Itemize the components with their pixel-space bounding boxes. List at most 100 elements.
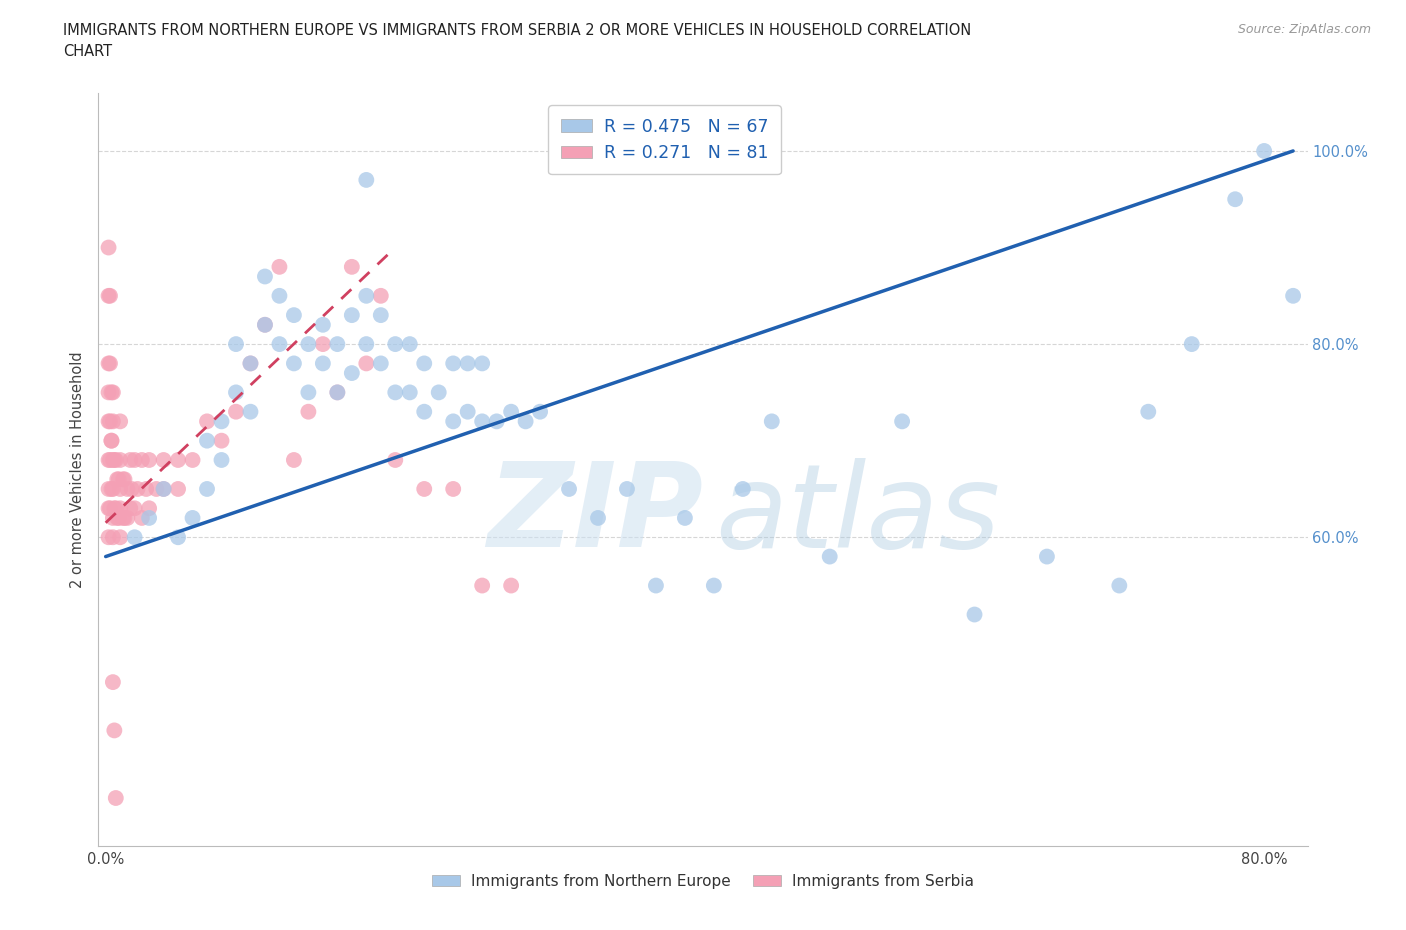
Point (340, 259, 363, 274)
Point (427, 385, 450, 400)
Point (340, 365, 363, 380)
Point (121, 482, 143, 497)
Point (181, 511, 204, 525)
Point (413, 482, 436, 497)
Point (124, 453, 146, 468)
Point (101, 482, 124, 497)
Point (97, 501, 120, 516)
Point (97, 530, 120, 545)
Point (152, 453, 174, 468)
Point (108, 530, 131, 545)
Point (145, 482, 167, 497)
Point (253, 269, 276, 284)
Point (501, 405, 523, 419)
Point (515, 414, 537, 429)
Text: IMMIGRANTS FROM NORTHERN EUROPE VS IMMIGRANTS FROM SERBIA 2 OR MORE VEHICLES IN : IMMIGRANTS FROM NORTHERN EUROPE VS IMMIG… (63, 23, 972, 38)
Point (1108, 578, 1130, 593)
Point (457, 405, 479, 419)
Point (645, 578, 668, 593)
Point (101, 511, 124, 525)
Legend: Immigrants from Northern Europe, Immigrants from Serbia: Immigrants from Northern Europe, Immigra… (426, 868, 980, 896)
Point (107, 472, 129, 486)
Point (1282, 288, 1305, 303)
Point (103, 723, 125, 737)
Point (239, 356, 262, 371)
Point (127, 482, 149, 497)
Point (818, 549, 841, 564)
Text: ZIP: ZIP (486, 458, 703, 572)
Point (398, 385, 420, 400)
Point (108, 453, 131, 468)
Point (195, 433, 218, 448)
Point (108, 414, 131, 429)
Point (124, 501, 146, 516)
Point (239, 405, 262, 419)
Point (501, 578, 523, 593)
Point (225, 337, 247, 352)
Point (253, 317, 276, 332)
Point (1181, 337, 1204, 352)
Point (138, 511, 160, 525)
Point (100, 482, 122, 497)
Point (101, 453, 124, 468)
Point (131, 453, 153, 468)
Point (283, 453, 305, 468)
Point (108, 501, 131, 516)
Point (457, 356, 479, 371)
Point (103, 501, 125, 516)
Point (225, 385, 247, 400)
Point (253, 317, 276, 332)
Point (98, 288, 121, 303)
Point (326, 385, 349, 400)
Point (120, 501, 142, 516)
Point (117, 482, 139, 497)
Point (297, 405, 319, 419)
Point (326, 385, 349, 400)
Point (297, 337, 319, 352)
Point (138, 453, 160, 468)
Point (211, 453, 233, 468)
Point (326, 337, 349, 352)
Point (441, 356, 464, 371)
Point (152, 482, 174, 497)
Point (114, 472, 136, 486)
Point (891, 414, 914, 429)
Point (105, 472, 128, 486)
Point (100, 433, 122, 448)
Point (586, 511, 609, 525)
Text: Source: ZipAtlas.com: Source: ZipAtlas.com (1237, 23, 1371, 36)
Point (398, 337, 420, 352)
Point (117, 511, 139, 525)
Point (1036, 549, 1059, 564)
Point (100, 433, 122, 448)
Point (98, 453, 121, 468)
Point (297, 385, 319, 400)
Point (181, 453, 204, 468)
Point (97, 385, 120, 400)
Point (101, 674, 124, 689)
Text: CHART: CHART (63, 44, 112, 59)
Point (101, 385, 124, 400)
Point (120, 453, 142, 468)
Point (98, 414, 121, 429)
Point (104, 501, 127, 516)
Text: atlas: atlas (716, 458, 1000, 572)
Point (441, 482, 464, 497)
Point (97, 288, 120, 303)
Point (103, 453, 125, 468)
Point (384, 337, 406, 352)
Point (135, 482, 157, 497)
Point (100, 385, 122, 400)
Point (104, 453, 127, 468)
Point (761, 414, 783, 429)
Point (107, 511, 129, 525)
Point (529, 405, 551, 419)
Point (195, 482, 218, 497)
Point (731, 482, 754, 497)
Point (673, 511, 696, 525)
Point (167, 482, 190, 497)
Point (1253, 143, 1275, 158)
Point (441, 414, 464, 429)
Point (97, 414, 120, 429)
Point (211, 433, 233, 448)
